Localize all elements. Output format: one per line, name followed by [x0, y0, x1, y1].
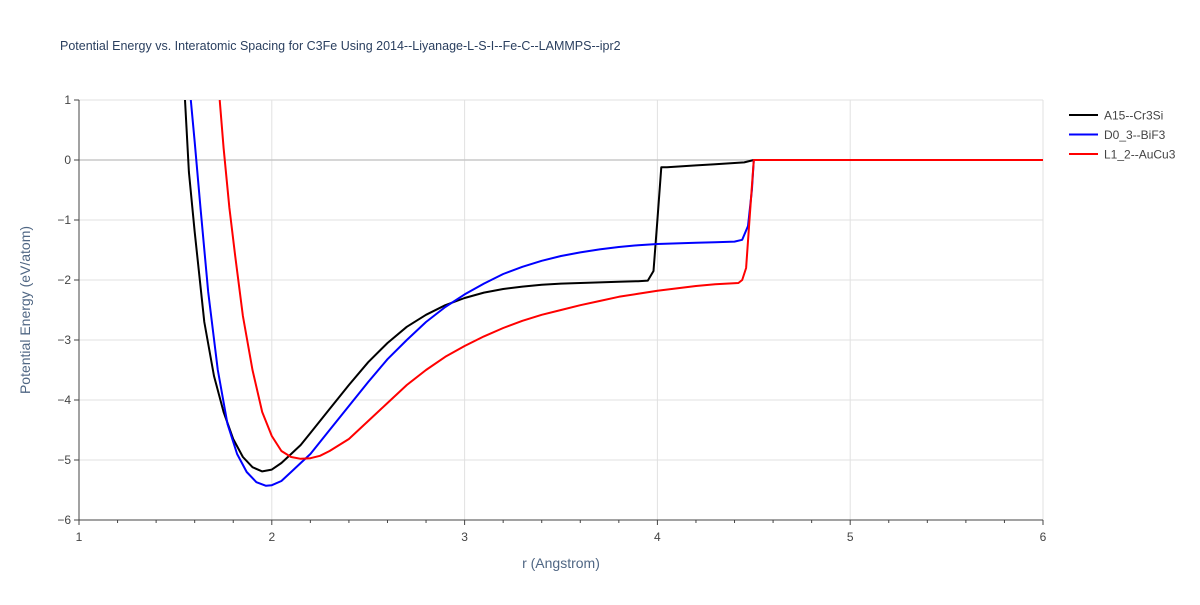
x-tick-label: 1: [76, 530, 83, 544]
legend-label-0: A15--Cr3Si: [1104, 109, 1163, 123]
y-tick-label: 0: [64, 153, 71, 167]
y-tick-label: 1: [64, 93, 71, 107]
x-tick-label: 3: [461, 530, 468, 544]
legend-label-1: D0_3--BiF3: [1104, 128, 1166, 142]
series-lines: [184, 100, 1043, 487]
x-tick-label: 5: [847, 530, 854, 544]
chart-title: Potential Energy vs. Interatomic Spacing…: [60, 39, 621, 53]
x-tick-label: 2: [268, 530, 275, 544]
y-tick-label: −5: [57, 453, 71, 467]
legend: A15--Cr3Si D0_3--BiF3 L1_2--AuCu3: [1069, 109, 1176, 162]
series-line-0: [184, 100, 1043, 473]
x-axis-title: r (Angstrom): [522, 555, 600, 571]
x-tick-label: 6: [1040, 530, 1047, 544]
y-tick-label: −1: [57, 213, 71, 227]
x-tick-label: 4: [654, 530, 661, 544]
axes: [74, 99, 1044, 525]
legend-label-2: L1_2--AuCu3: [1104, 148, 1176, 162]
y-tick-label: −6: [57, 513, 71, 527]
series-line-2: [218, 100, 1043, 460]
y-tick-label: −4: [57, 393, 71, 407]
series-line-1: [189, 100, 1043, 487]
tick-labels: 1 2 3 4 5 6 1 0 −1 −2 −3 −4 −5 −6: [57, 93, 1046, 544]
y-tick-label: −2: [57, 273, 71, 287]
y-axis-title: Potential Energy (eV/atom): [17, 226, 33, 394]
y-tick-label: −3: [57, 333, 71, 347]
